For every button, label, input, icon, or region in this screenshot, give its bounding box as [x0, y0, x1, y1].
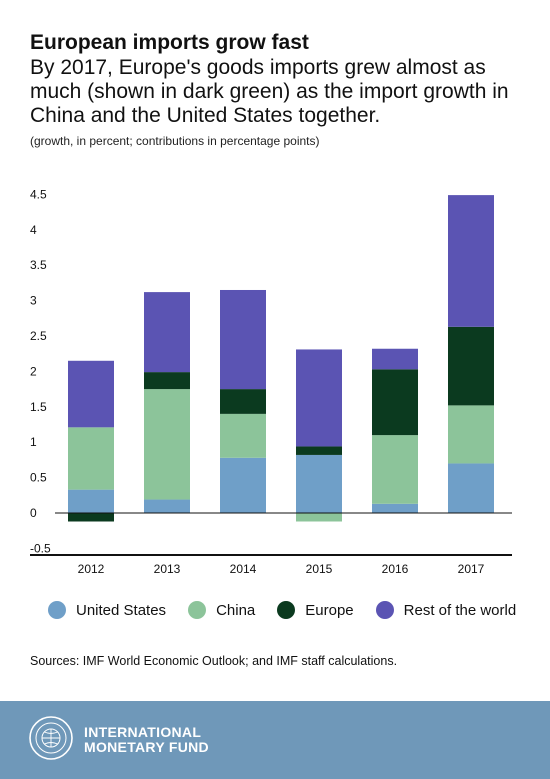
bar-segment-europe	[220, 389, 266, 414]
y-tick-label: 2	[30, 364, 37, 378]
bar-segment-united-states	[448, 463, 494, 513]
bar-segment-europe	[296, 446, 342, 455]
y-tick-label: 1	[30, 435, 37, 449]
bar-segment-china	[68, 427, 114, 490]
bar-segment-rest-of-the-world	[144, 292, 190, 373]
chart-units-note: (growth, in percent; contributions in pe…	[30, 134, 320, 148]
stacked-bar-chart: 4.5 4 3.5 3 2.5 2 1.5 1 0.5 0 -0.5 2012 2013 2014 2015…	[30, 187, 512, 576]
legend-swatch-rest-of-world	[375, 601, 394, 619]
bar-segment-europe	[68, 513, 114, 522]
bar-segment-china	[220, 413, 266, 458]
bar-segment-china	[296, 513, 342, 522]
footer-bar: INTERNATIONAL MONETARY FUND	[0, 701, 550, 779]
bar-segment-united-states	[68, 489, 114, 513]
bar-segment-united-states	[220, 457, 266, 513]
legend-item-china: China	[188, 601, 255, 619]
legend-item-europe: Europe	[277, 601, 354, 619]
bar-segment-china	[144, 389, 190, 500]
chart-subtitle: By 2017, Europe's goods imports grew alm…	[30, 56, 509, 127]
legend-label-europe: Europe	[305, 601, 354, 619]
bar-segment-china	[372, 435, 418, 504]
x-tick-label: 2015	[306, 562, 333, 576]
y-tick-label: 4	[30, 223, 37, 237]
bar-segment-china	[448, 405, 494, 464]
bar-segment-rest-of-the-world	[220, 289, 266, 390]
bar-segment-united-states	[144, 499, 190, 513]
legend-label-china: China	[216, 601, 256, 619]
legend-swatch-united-states	[48, 601, 66, 619]
x-tick-label: 2017	[458, 562, 485, 576]
x-tick-label: 2014	[230, 562, 257, 576]
legend-item-united-states: United States	[48, 601, 166, 619]
x-tick-label: 2012	[78, 562, 105, 576]
bar-segment-rest-of-the-world	[448, 195, 494, 327]
bar-segment-united-states	[372, 503, 418, 513]
y-tick-label: 0.5	[30, 471, 47, 485]
y-tick-label: 4.5	[30, 187, 47, 201]
brand-line-2: MONETARY FUND	[84, 739, 209, 755]
y-tick-label: 3.5	[30, 258, 47, 272]
x-tick-label: 2013	[154, 562, 181, 576]
legend-swatch-china	[188, 601, 207, 619]
bar-segment-united-states	[296, 454, 342, 513]
y-tick-label: 1.5	[30, 400, 47, 414]
y-tick-label: 0	[30, 506, 37, 520]
x-tick-label: 2016	[382, 562, 409, 576]
chart-legend: United States China Europe Rest of the w…	[48, 601, 538, 619]
legend-item-rest-of-world: Rest of the world	[375, 601, 517, 619]
bar-segment-rest-of-the-world	[68, 360, 114, 428]
bar-segment-rest-of-the-world	[372, 348, 418, 370]
y-tick-label: 2.5	[30, 329, 47, 343]
y-tick-label: 3	[30, 294, 37, 308]
bar-segment-europe	[372, 369, 418, 436]
legend-label-united-states: United States	[76, 601, 167, 619]
legend-label-rest-of-world: Rest of the world	[403, 601, 517, 619]
legend-swatch-europe	[277, 601, 296, 619]
imf-brand-text: INTERNATIONAL MONETARY FUND	[84, 725, 209, 755]
chart-title: European imports grow fast	[30, 31, 309, 54]
bar-segment-europe	[448, 326, 494, 406]
brand-line-1: INTERNATIONAL	[84, 724, 202, 740]
imf-seal-icon	[29, 716, 73, 760]
chart-header: European imports grow fast By 2017, Euro…	[30, 30, 530, 148]
y-tick-label: -0.5	[30, 541, 51, 555]
bar-segment-europe	[144, 372, 190, 390]
bar-segment-rest-of-the-world	[296, 349, 342, 447]
source-note: Sources: IMF World Economic Outlook; and…	[30, 654, 398, 668]
